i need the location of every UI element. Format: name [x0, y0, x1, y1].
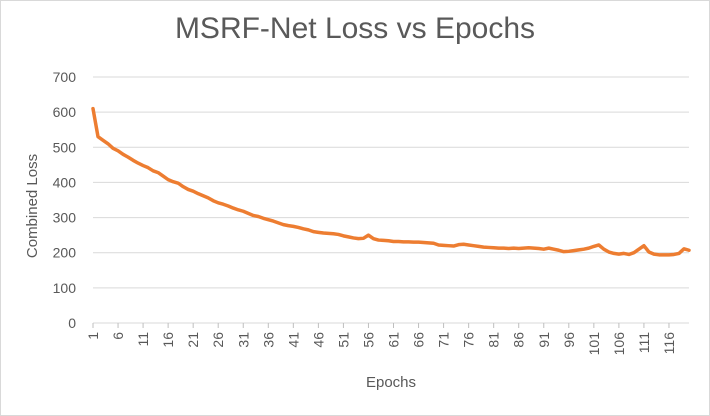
x-tick-label: 16: [160, 332, 176, 348]
x-axis-ticks: 1 6 11 16 21 26 31 36 41 46 51 56 61 66 71 76 81 86 91 96 10…: [85, 323, 677, 355]
x-tick-label: 66: [411, 332, 427, 348]
x-tick-label: 106: [611, 332, 627, 356]
x-tick-label: 56: [360, 332, 376, 348]
x-axis-title: Epochs: [366, 374, 416, 391]
x-tick-label: 1: [85, 332, 101, 340]
series-group: [91, 106, 691, 257]
x-tick-label: 101: [586, 332, 602, 356]
y-tick-label: 200: [53, 245, 77, 261]
y-tick-label: 700: [53, 69, 77, 85]
x-tick-label: 76: [461, 332, 477, 348]
x-tick-label: 71: [436, 332, 452, 348]
y-axis-ticks: 0 100 200 300 400 500 600 700: [53, 69, 77, 331]
x-tick-label: 111: [636, 332, 652, 353]
x-tick-label: 41: [285, 332, 301, 348]
x-tick-label: 51: [335, 332, 351, 348]
x-tick-label: 46: [310, 332, 326, 348]
chart-title: MSRF-Net Loss vs Epochs: [174, 12, 536, 45]
x-tick-label: 36: [260, 332, 276, 348]
x-tick-label: 116: [661, 332, 677, 355]
x-tick-label: 26: [210, 332, 226, 348]
x-tick-label: 11: [135, 332, 151, 347]
y-tick-label: 500: [53, 139, 77, 155]
y-tick-label: 0: [68, 315, 76, 331]
y-tick-label: 600: [53, 104, 77, 120]
y-tick-label: 400: [53, 174, 77, 190]
x-tick-label: 91: [536, 332, 552, 348]
x-tick-label: 86: [511, 332, 527, 348]
x-tick-label: 81: [486, 332, 502, 348]
gridlines: [93, 76, 689, 324]
y-axis-title: Combined Loss: [24, 154, 41, 258]
x-tick-label: 31: [235, 332, 251, 348]
x-tick-label: 6: [110, 332, 126, 340]
y-tick-label: 100: [53, 280, 77, 296]
x-tick-label: 96: [561, 332, 577, 348]
x-tick-label: 61: [386, 332, 402, 348]
loss-series-line: [91, 106, 691, 257]
y-tick-label: 300: [53, 210, 77, 226]
x-tick-label: 21: [185, 332, 201, 348]
